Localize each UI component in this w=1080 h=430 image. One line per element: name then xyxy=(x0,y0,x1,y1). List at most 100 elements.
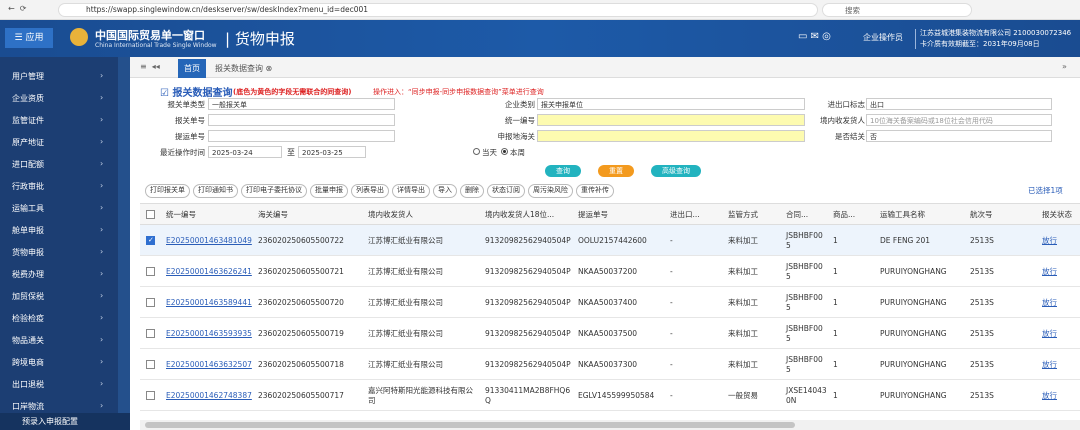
radio[interactable] xyxy=(473,148,480,155)
cell-link[interactable]: 放行 xyxy=(1042,360,1057,369)
form-button[interactable]: 重置 xyxy=(598,165,634,177)
sidebar-item[interactable]: 用户管理 xyxy=(12,72,44,81)
field-input[interactable]: 报关申报单位 xyxy=(537,98,805,110)
table-row[interactable] xyxy=(140,318,1080,349)
column-header[interactable]: 境内收发货人18位... xyxy=(485,210,555,219)
toolbar-button[interactable]: 详情导出 xyxy=(392,184,430,198)
checkbox[interactable] xyxy=(146,298,155,307)
cell-link[interactable]: 放行 xyxy=(1042,236,1057,245)
cell-link[interactable]: 放行 xyxy=(1042,329,1057,338)
table-row[interactable] xyxy=(140,349,1080,380)
toolbar-button[interactable]: 重传补传 xyxy=(576,184,614,198)
sidebar-arrow: › xyxy=(100,269,104,278)
cell-link[interactable]: 放行 xyxy=(1042,267,1057,276)
sidebar-item[interactable]: 物品通关 xyxy=(12,336,44,345)
cell-link[interactable]: E20250001463589441 xyxy=(166,298,252,307)
toolbar-button[interactable]: 删除 xyxy=(460,184,484,198)
field-input[interactable]: 10位海关备案编码或18位社会信用代码 xyxy=(866,114,1052,126)
tab-menu[interactable]: ≡ ◂◂ xyxy=(140,62,160,71)
column-header[interactable]: 运输工具名称 xyxy=(880,210,925,219)
toolbar-button[interactable]: 周污染风险 xyxy=(528,184,573,198)
cell-link[interactable]: E20250001463626241 xyxy=(166,267,252,276)
sidebar-arrow: › xyxy=(100,357,104,366)
brand: 中国国际贸易单一窗口 xyxy=(95,29,205,42)
sidebar-item[interactable]: 舱单申报 xyxy=(12,226,44,235)
column-header[interactable]: 海关编号 xyxy=(258,210,288,219)
toolbar-button[interactable]: 列表导出 xyxy=(351,184,389,198)
cell-link[interactable]: E20250001462748387 xyxy=(166,391,252,400)
search-box[interactable] xyxy=(822,3,972,17)
checkbox[interactable] xyxy=(146,210,155,219)
tab-next[interactable]: » xyxy=(1062,62,1067,71)
header-icons[interactable]: ▭ ✉ ◎ xyxy=(798,31,831,42)
tab-current[interactable]: 报关数据查询 ⊗ xyxy=(215,64,273,73)
sidebar-item[interactable]: 货物申报 xyxy=(12,248,44,257)
cell-link[interactable]: E20250001463593935 xyxy=(166,329,252,338)
checkbox[interactable] xyxy=(146,236,155,245)
checkbox[interactable] xyxy=(146,329,155,338)
checkbox[interactable] xyxy=(146,267,155,276)
cell-link[interactable]: E20250001463632507 xyxy=(166,360,252,369)
column-header[interactable]: 商品... xyxy=(833,210,856,219)
sidebar-item[interactable]: 企业资质 xyxy=(12,94,44,103)
search-text: 搜索 xyxy=(845,6,860,15)
form-button[interactable]: 高级查询 xyxy=(651,165,701,177)
column-header[interactable]: 提运单号 xyxy=(578,210,608,219)
sidebar-item[interactable]: 监管证件 xyxy=(12,116,44,125)
column-header[interactable]: 统一编号 xyxy=(166,210,196,219)
sidebar-item[interactable]: 原产地证 xyxy=(12,138,44,147)
field-input[interactable]: 出口 xyxy=(866,98,1052,110)
cell-link[interactable]: E20250001463481049 xyxy=(166,236,252,245)
radio[interactable] xyxy=(501,148,508,155)
field-input[interactable] xyxy=(208,130,395,142)
date-input[interactable]: 2025-03-25 xyxy=(298,146,366,158)
sidebar-item[interactable]: 税费办理 xyxy=(12,270,44,279)
cell-link[interactable]: 放行 xyxy=(1042,298,1057,307)
column-header[interactable]: 合同... xyxy=(786,210,809,219)
cell-link[interactable]: 放行 xyxy=(1042,391,1057,400)
sidebar-arrow: › xyxy=(100,203,104,212)
column-header[interactable]: 进出口... xyxy=(670,210,700,219)
field-input[interactable]: 否 xyxy=(866,130,1052,142)
toolbar-button[interactable]: 打印通知书 xyxy=(193,184,238,198)
toolbar-button[interactable]: 导入 xyxy=(433,184,457,198)
sidebar-footer[interactable]: 预录入申报配置 xyxy=(0,413,130,430)
address-bar[interactable] xyxy=(58,3,818,17)
checkbox[interactable] xyxy=(146,360,155,369)
scrollbar[interactable] xyxy=(140,420,1080,430)
sidebar-item[interactable]: 行政审批 xyxy=(12,182,44,191)
toolbar-button[interactable]: 打印电子委托协议 xyxy=(241,184,307,198)
toolbar-button[interactable]: 状态订阅 xyxy=(487,184,525,198)
column-header[interactable]: 境内收发货人 xyxy=(368,210,413,219)
toolbar-button[interactable]: 打印报关单 xyxy=(145,184,190,198)
sidebar-item[interactable]: 跨境电商 xyxy=(12,358,44,367)
field-input[interactable]: 一般报关单 xyxy=(208,98,395,110)
field-input[interactable] xyxy=(537,130,805,142)
table-row[interactable] xyxy=(140,225,1080,256)
date-input[interactable]: 2025-03-24 xyxy=(208,146,282,158)
app-button[interactable]: ☰ 应用 xyxy=(5,28,53,48)
field-input[interactable] xyxy=(208,114,395,126)
sidebar-item[interactable]: 加贸保税 xyxy=(12,292,44,301)
sidebar-item[interactable]: 检验检疫 xyxy=(12,314,44,323)
toolbar-button[interactable]: 批量申报 xyxy=(310,184,348,198)
table-row[interactable] xyxy=(140,256,1080,287)
scroll-thumb[interactable] xyxy=(145,422,795,428)
table-cell: 1 xyxy=(833,360,838,369)
table-row[interactable] xyxy=(140,287,1080,318)
sidebar-item[interactable]: 运输工具 xyxy=(12,204,44,213)
field-input[interactable] xyxy=(537,114,805,126)
table-cell: 91320982562940504P xyxy=(485,267,571,276)
sidebar-item[interactable]: 口岸物流 xyxy=(12,402,44,411)
nav-icons[interactable]: ← ⟳ xyxy=(8,4,27,13)
field-value: 否 xyxy=(870,133,877,141)
column-header[interactable]: 报关状态 xyxy=(1042,210,1072,219)
form-button[interactable]: 查询 xyxy=(545,165,581,177)
checkbox[interactable] xyxy=(146,391,155,400)
sidebar-item[interactable]: 进口配额 xyxy=(12,160,44,169)
sidebar-item[interactable]: 出口退税 xyxy=(12,380,44,389)
tab-home[interactable]: 首页 xyxy=(178,59,206,78)
column-header[interactable]: 监管方式 xyxy=(728,210,758,219)
column-header[interactable]: 航次号 xyxy=(970,210,993,219)
table-row[interactable] xyxy=(140,380,1080,411)
